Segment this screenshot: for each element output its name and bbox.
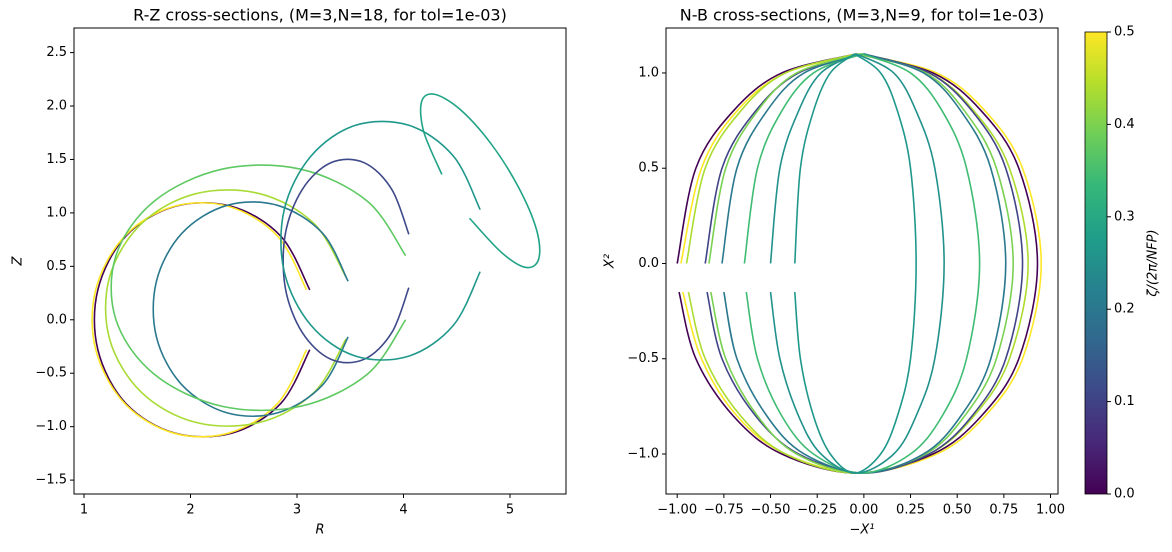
y-tick-label: −1.0 (35, 419, 67, 434)
y-tick-label: 2.5 (46, 45, 67, 60)
y-tick-label: 1.0 (638, 65, 659, 80)
x-tick-label: 0.50 (943, 503, 972, 518)
cross-section-curve (91, 201, 308, 438)
y-tick-label: −1.0 (627, 446, 659, 461)
colorbar-tick-label: 0.2 (1114, 302, 1135, 317)
colorbar-tick-label: 0.1 (1114, 394, 1135, 409)
cross-section-curve (721, 53, 1007, 474)
cross-section-curve (280, 120, 481, 361)
x-tick-label: 0.00 (849, 503, 878, 518)
y-tick-label: 1.5 (46, 152, 67, 167)
x-tick-label: 3 (293, 503, 301, 518)
colorbar-tick-label: 0.0 (1114, 487, 1135, 502)
cross-section-curve (685, 53, 1029, 474)
y-axis-label: X² (603, 254, 618, 269)
chart-title: R-Z cross-sections, (M=3,N=18, for tol=1… (133, 6, 507, 25)
x-tick-label: 0.25 (896, 503, 925, 518)
colorbar-label: ζ/(2π/NFP) (1146, 229, 1161, 297)
colorbar (1084, 31, 1108, 495)
y-tick-label: 0.5 (46, 259, 67, 274)
x-tick-label: 0.75 (989, 503, 1018, 518)
y-tick-label: −1.5 (35, 473, 67, 488)
x-tick-label: 5 (506, 503, 514, 518)
x-tick-label: −1.00 (657, 503, 697, 518)
y-tick-label: 2.0 (46, 99, 67, 114)
cross-section-curve (282, 158, 410, 364)
axes-frame (73, 27, 567, 495)
cross-section-curve (152, 201, 349, 418)
axes-frame (665, 27, 1059, 495)
y-tick-label: −0.5 (35, 366, 67, 381)
y-tick-label: 0.0 (638, 256, 659, 271)
cross-section-curve (419, 93, 541, 269)
y-tick-label: −0.5 (627, 351, 659, 366)
x-tick-label: 1.00 (1036, 503, 1065, 518)
x-tick-label: 4 (399, 503, 407, 518)
x-axis-label: −X¹ (849, 523, 874, 538)
x-tick-label: −0.25 (797, 503, 837, 518)
colorbar-tick-label: 0.4 (1114, 117, 1135, 132)
x-tick-label: 2 (186, 503, 194, 518)
y-tick-label: 0.5 (638, 161, 659, 176)
y-tick-label: 0.0 (46, 312, 67, 327)
colorbar-tick-label: 0.3 (1114, 209, 1135, 224)
y-axis-label: Z (11, 255, 26, 266)
colorbar-tick-label: 0.5 (1114, 25, 1135, 40)
x-tick-label: −0.50 (751, 503, 791, 518)
x-tick-label: 1 (80, 503, 88, 518)
cross-section-curve (708, 53, 1015, 474)
cross-section-curve (110, 164, 407, 412)
cross-section-curve (769, 53, 945, 474)
x-tick-label: −0.75 (704, 503, 744, 518)
x-axis-label: R (315, 523, 324, 538)
y-tick-label: 1.0 (46, 205, 67, 220)
cross-section-curve (93, 201, 311, 438)
chart-title: N-B cross-sections, (M=3,N=9, for tol=1e… (680, 6, 1044, 25)
cross-section-curve (794, 53, 917, 474)
cross-section-curve (743, 53, 981, 474)
cross-section-curve (104, 189, 347, 427)
